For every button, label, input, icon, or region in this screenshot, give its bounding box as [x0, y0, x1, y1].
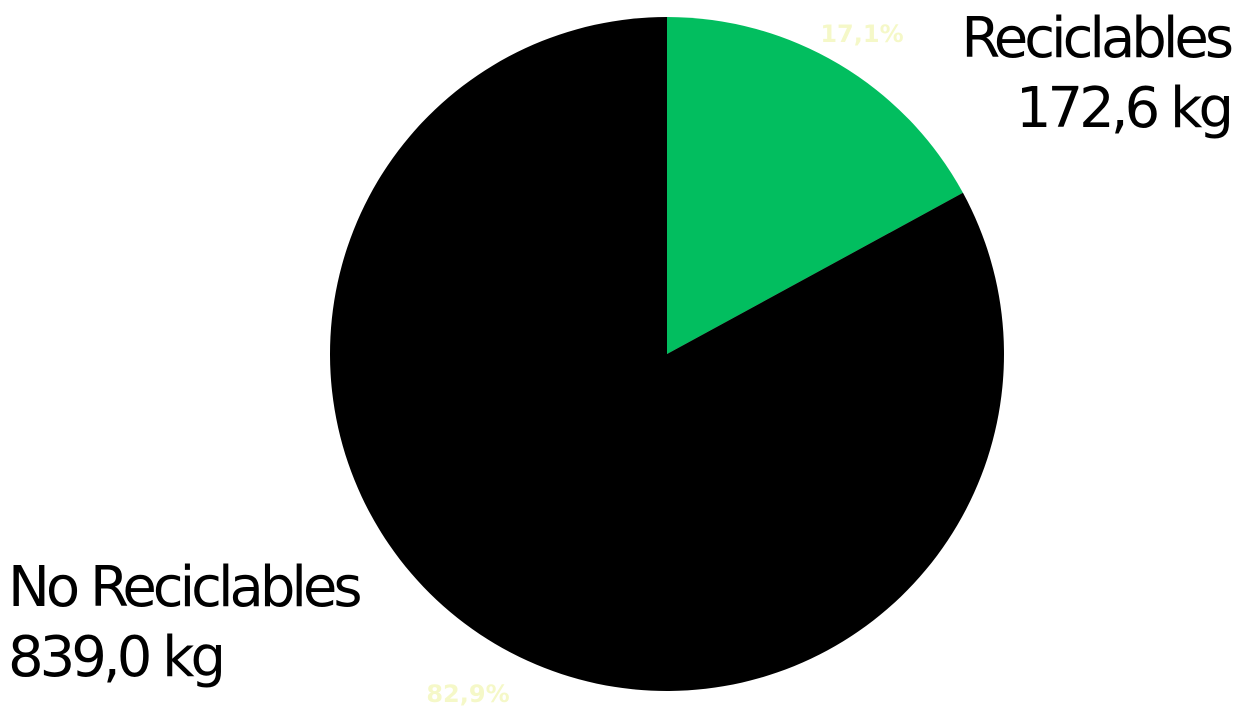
reciclables-callout: Reciclables 172,6 kg	[961, 4, 1234, 144]
no-reciclables-name-label: No Reciclables	[8, 555, 363, 620]
no-reciclables-callout: No Reciclables 839,0 kg	[8, 553, 363, 693]
no-reciclables-percent-label: 82,9%	[426, 680, 509, 707]
reciclables-value-label: 172,6 kg	[1015, 76, 1234, 141]
no-reciclables-value-label: 839,0 kg	[8, 625, 226, 690]
no-reciclables-slice	[330, 17, 1004, 691]
reciclables-slice	[667, 17, 963, 354]
reciclables-percent-label: 17,1%	[820, 20, 903, 48]
reciclables-name-label: Reciclables	[961, 6, 1234, 71]
